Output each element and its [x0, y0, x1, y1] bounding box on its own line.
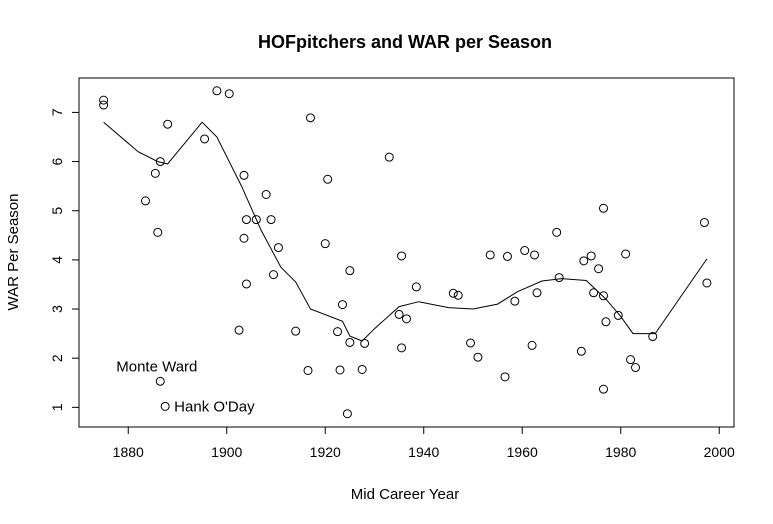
data-point: [357, 364, 367, 374]
x-tick-label: 1920: [310, 444, 341, 460]
annotations-group: Monte Ward Hank O'Day: [116, 358, 255, 415]
data-point: [631, 363, 641, 373]
data-point: [532, 288, 542, 298]
data-point: [345, 337, 355, 347]
data-point: [337, 300, 347, 310]
data-point: [150, 168, 160, 178]
data-point: [699, 218, 709, 228]
data-point: [305, 113, 315, 123]
data-point: [453, 290, 463, 300]
data-point: [502, 251, 512, 261]
data-point: [466, 338, 476, 348]
point-annotation: Monte Ward: [116, 358, 197, 375]
data-point: [333, 327, 343, 337]
data-point: [598, 203, 608, 213]
data-point: [621, 249, 631, 259]
data-point: [160, 401, 170, 411]
data-point: [163, 119, 173, 129]
point-annotation: Hank O'Day: [174, 398, 255, 415]
data-point: [153, 227, 163, 237]
data-point: [397, 251, 407, 261]
data-point: [239, 233, 249, 243]
y-tick-label: 3: [49, 305, 65, 313]
data-point: [527, 340, 537, 350]
data-point: [251, 215, 261, 225]
data-point: [360, 338, 370, 348]
data-point: [598, 384, 608, 394]
y-axis-label: WAR Per Season: [5, 194, 22, 311]
data-point: [485, 250, 495, 260]
data-point: [554, 273, 564, 283]
x-tick-label: 1940: [408, 444, 439, 460]
data-point: [241, 279, 251, 289]
data-point: [500, 372, 510, 382]
data-point: [320, 239, 330, 249]
data-point: [303, 365, 313, 375]
x-tick-label: 1980: [605, 444, 636, 460]
data-point: [613, 310, 623, 320]
y-tick-label: 6: [49, 157, 65, 165]
data-point: [234, 325, 244, 335]
data-point: [394, 309, 404, 319]
data-point: [345, 266, 355, 276]
data-point: [335, 365, 345, 375]
x-tick-label: 1900: [211, 444, 242, 460]
x-axis-label: Mid Career Year: [351, 486, 459, 503]
data-point: [99, 95, 109, 105]
data-point: [473, 352, 483, 362]
data-point: [520, 246, 530, 256]
data-point: [291, 326, 301, 336]
y-tick-label: 7: [49, 108, 65, 116]
data-point: [510, 296, 520, 306]
x-tick-label: 1880: [113, 444, 144, 460]
x-tick-label: 1960: [507, 444, 538, 460]
y-axis: 1 2 3 4 5 6 7: [49, 108, 80, 411]
data-point: [241, 215, 251, 225]
data-point: [155, 157, 165, 167]
data-point: [530, 250, 540, 260]
data-point: [99, 100, 109, 110]
data-point: [411, 282, 421, 292]
data-point: [261, 189, 271, 199]
data-point: [200, 134, 210, 144]
points-group: [99, 86, 712, 419]
data-point: [598, 291, 608, 301]
x-axis: 1880 1900 1920 1940 1960 1980 2000: [113, 426, 735, 460]
data-point: [266, 215, 276, 225]
data-point: [323, 174, 333, 184]
data-point: [648, 332, 658, 342]
data-point: [601, 317, 611, 327]
smoothing-line: [103, 121, 708, 342]
data-point: [269, 270, 279, 280]
data-point: [224, 89, 234, 99]
smoothing-line-group: [103, 121, 708, 342]
y-tick-label: 2: [49, 354, 65, 362]
data-point: [702, 278, 712, 288]
data-point: [626, 355, 636, 365]
data-point: [576, 346, 586, 356]
data-point: [589, 288, 599, 298]
y-tick-label: 1: [49, 403, 65, 411]
y-tick-label: 4: [49, 256, 65, 264]
data-point: [448, 288, 458, 298]
data-point: [273, 243, 283, 253]
x-tick-label: 2000: [704, 444, 735, 460]
data-point: [586, 251, 596, 261]
data-point: [579, 256, 589, 266]
data-point: [594, 264, 604, 274]
data-point: [552, 227, 562, 237]
chart-title: HOFpitchers and WAR per Season: [258, 32, 552, 52]
data-point: [212, 86, 222, 96]
data-point: [342, 409, 352, 419]
data-point: [239, 170, 249, 180]
data-point: [402, 314, 411, 324]
data-point: [397, 343, 407, 353]
data-point: [155, 376, 165, 386]
y-tick-label: 5: [49, 207, 65, 215]
data-point: [140, 196, 150, 206]
data-point: [384, 152, 394, 162]
